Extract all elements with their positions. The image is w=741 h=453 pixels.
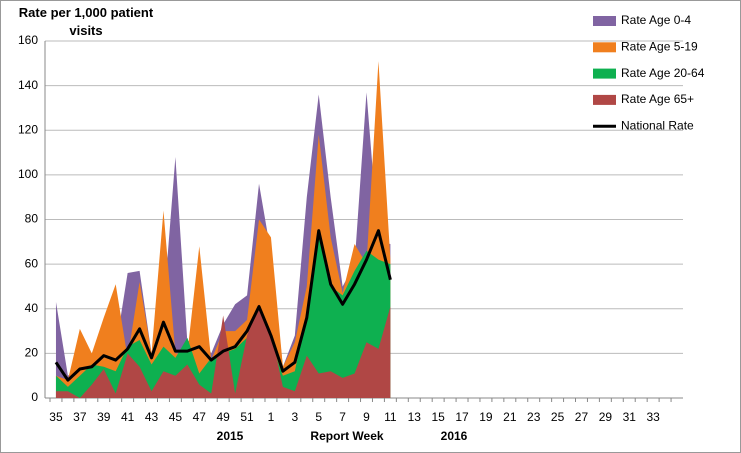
legend-label: National Rate	[621, 118, 694, 132]
y-tick-label: 0	[31, 390, 38, 404]
x-tick-label: 15	[431, 410, 445, 424]
legend-label: Rate Age 5-19	[621, 39, 698, 53]
x-tick-label: 39	[97, 410, 111, 424]
legend-swatch	[593, 16, 616, 26]
legend-label: Rate Age 0-4	[621, 13, 691, 27]
national-line	[54, 229, 392, 382]
x-tick-label: 41	[121, 410, 135, 424]
x-tick-label: 23	[527, 410, 541, 424]
legend-swatch	[593, 68, 616, 79]
legend-label: Rate Age 65+	[621, 92, 694, 106]
x-tick-label: 11	[384, 410, 397, 424]
legend-swatch	[593, 42, 616, 53]
y-tick-label: 120	[18, 122, 38, 136]
y-tick-label: 20	[25, 346, 39, 360]
x-tick-label: 5	[315, 410, 322, 424]
x-tick-label: 27	[575, 410, 589, 424]
legend-swatch	[593, 94, 616, 105]
x-tick-label: 9	[363, 410, 370, 424]
year-label: 2015	[217, 429, 244, 443]
x-tick-label: 13	[408, 410, 422, 424]
x-tick-label: 1	[268, 410, 275, 424]
x-tick-label: 21	[503, 410, 517, 424]
y-tick-label: 80	[25, 212, 39, 226]
x-tick-label: 51	[240, 410, 254, 424]
y-title: Rate per 1,000 patient visits	[18, 5, 154, 38]
x-tick-label: 33	[646, 410, 660, 424]
x-tick-label: 3	[291, 410, 298, 424]
x-tick-label: 49	[216, 410, 230, 424]
x-tick-label: 35	[49, 410, 63, 424]
y-tick-label: 40	[25, 301, 39, 315]
x-tick-label: 47	[193, 410, 207, 424]
legend-label: Rate Age 20-64	[621, 66, 705, 80]
x-tick-label: 37	[73, 410, 87, 424]
x-title: Report Week	[310, 429, 383, 443]
x-tick-label: 25	[551, 410, 565, 424]
x-tick-label: 45	[169, 410, 183, 424]
y-tick-label: 140	[18, 78, 38, 92]
x-tick-label: 43	[145, 410, 159, 424]
x-tick-label: 17	[455, 410, 469, 424]
y-tick-label: 60	[25, 256, 39, 270]
y-tick-label: 100	[18, 167, 38, 181]
x-tick-label: 7	[339, 410, 346, 424]
x-tick-label: 29	[599, 410, 613, 424]
year-label: 2016	[441, 429, 468, 443]
y-tick-label: 160	[18, 33, 38, 47]
x-tick-label: 31	[623, 410, 637, 424]
x-tick-label: 19	[479, 410, 493, 424]
